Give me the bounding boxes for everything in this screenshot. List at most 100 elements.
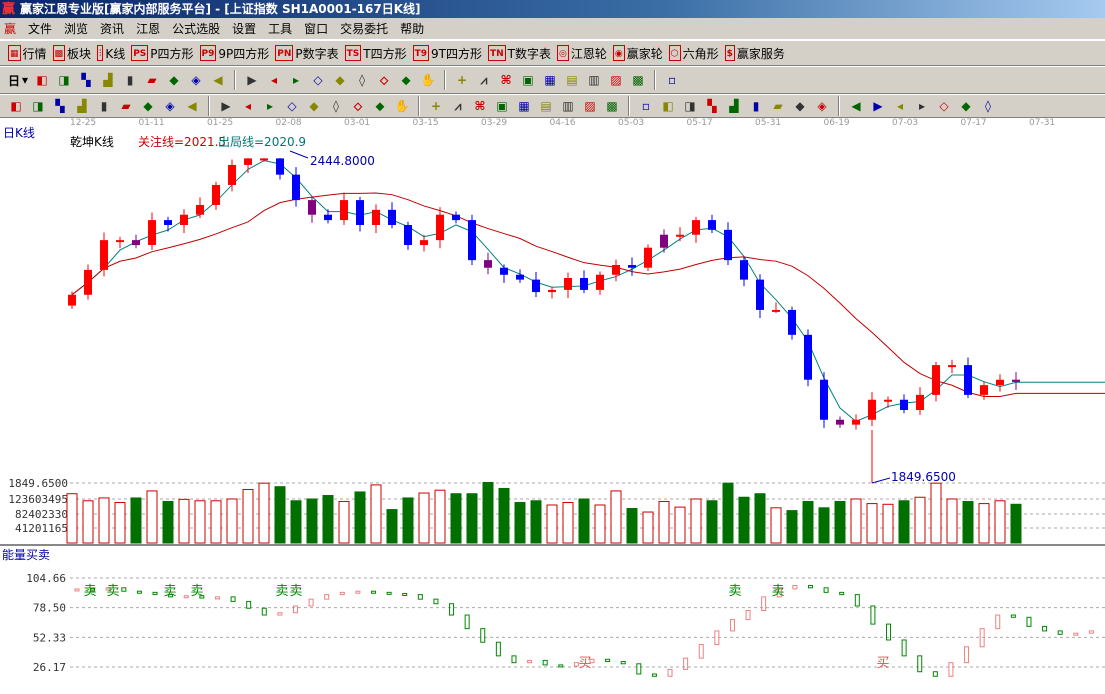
- toolbar-button[interactable]: TN T数字表: [488, 45, 551, 62]
- grid-icon[interactable]: ◨: [32, 99, 44, 113]
- save-icon[interactable]: ▨: [610, 73, 622, 87]
- line-icon[interactable]: ⩘: [480, 73, 488, 87]
- toolbar-button[interactable]: ▩ 板块: [52, 45, 91, 62]
- wave-icon[interactable]: ▥: [562, 99, 574, 113]
- god-icon[interactable]: ⬦: [353, 99, 363, 113]
- table-icon[interactable]: ◧: [662, 99, 674, 113]
- first-icon[interactable]: ◈: [191, 73, 201, 87]
- zoom-right-icon[interactable]: ◇: [313, 73, 323, 87]
- toolbar-button[interactable]: $ 赢家服务: [724, 45, 785, 62]
- menu-item[interactable]: 帮助: [400, 22, 425, 36]
- menu-item[interactable]: 文件: [28, 22, 53, 36]
- pattern-icon[interactable]: ◧: [36, 73, 48, 87]
- angle-lines-icon[interactable]: ▤: [540, 99, 552, 113]
- grid3-icon[interactable]: ▩: [606, 99, 618, 113]
- win-angle-icon[interactable]: ◆: [961, 99, 971, 113]
- box-icon[interactable]: ⩘: [454, 99, 462, 113]
- menu-item[interactable]: 设置: [232, 22, 257, 36]
- j-angle-icon[interactable]: ▶: [873, 99, 883, 113]
- win-icon[interactable]: ⬥: [375, 99, 385, 113]
- date-tick: 04-16: [549, 118, 576, 128]
- toolbar-button[interactable]: ⫶ K线: [97, 45, 125, 62]
- calculator-icon[interactable]: ▤: [566, 73, 578, 87]
- printer-icon[interactable]: ▫: [667, 73, 677, 87]
- fan-lines-icon[interactable]: ⌘: [474, 99, 486, 113]
- candle-type-icon[interactable]: ▮: [126, 73, 134, 87]
- gold-coin-icon[interactable]: ▮: [752, 99, 760, 113]
- period-dropdown[interactable]: 日 ▾: [8, 73, 29, 88]
- channels-icon[interactable]: ▫: [641, 99, 651, 113]
- hand-icon[interactable]: ✋: [420, 73, 436, 87]
- bull-icon[interactable]: ◆: [795, 99, 805, 113]
- parallel-icon[interactable]: ◊: [333, 99, 339, 113]
- calendar-icon[interactable]: ▦: [544, 73, 556, 87]
- gold-levels-icon[interactable]: ▰: [773, 99, 783, 113]
- zoom-left-icon[interactable]: ▸: [293, 73, 300, 87]
- notes-icon[interactable]: ◨: [58, 73, 70, 87]
- fan-icon[interactable]: ▰: [147, 73, 157, 87]
- network-icon[interactable]: ▩: [632, 73, 644, 87]
- toolbar-button[interactable]: PS P四方形: [131, 45, 194, 62]
- f-angle-icon[interactable]: ◂: [896, 99, 904, 113]
- f-icon[interactable]: ▮: [100, 99, 108, 113]
- four-angle-icon[interactable]: ◊: [985, 99, 991, 113]
- layout-icon[interactable]: ▣: [522, 73, 534, 87]
- toolbar-button[interactable]: T9 9T四方形: [412, 45, 482, 62]
- percent-levels-icon[interactable]: ▟: [729, 99, 739, 113]
- percent-line-icon[interactable]: ◨: [684, 99, 696, 113]
- zoom-v-icon[interactable]: ⬥: [401, 73, 411, 87]
- toolbar-button-label: 9P四方形: [218, 46, 270, 61]
- menu-item[interactable]: 公式选股: [172, 22, 221, 36]
- hash-icon[interactable]: ◀: [187, 99, 197, 113]
- menu-item[interactable]: 窗口: [304, 22, 329, 36]
- square-icon[interactable]: ◆: [309, 99, 319, 113]
- toolbar-button[interactable]: PN P数字表: [275, 45, 339, 62]
- flag-icon[interactable]: ◆: [169, 73, 179, 87]
- toolbar-button[interactable]: ⬡ 六角形: [668, 45, 719, 62]
- menu-item[interactable]: 交易委托: [340, 22, 389, 36]
- menu-logo-icon[interactable]: 赢: [4, 22, 17, 36]
- toolbar-button[interactable]: ▦ 行情: [8, 45, 47, 62]
- measure-icon[interactable]: +: [430, 99, 442, 113]
- percent-icon[interactable]: ▚: [707, 99, 717, 113]
- toolbar-button[interactable]: ◉ 赢家轮: [612, 45, 663, 62]
- menu-item[interactable]: 江恩: [136, 22, 161, 36]
- menu-item[interactable]: 工具: [268, 22, 293, 36]
- target-icon[interactable]: ▸: [266, 99, 274, 113]
- ma9-icon[interactable]: ▟: [103, 73, 113, 87]
- menu-item[interactable]: 资讯: [100, 22, 125, 36]
- gold-angle-icon[interactable]: ▸: [918, 99, 926, 113]
- box-fan2-icon[interactable]: ▦: [518, 99, 530, 113]
- quote-table-icon: ▦: [8, 45, 21, 61]
- node-icon[interactable]: ⌘: [500, 73, 512, 87]
- star-icon[interactable]: ◇: [287, 99, 297, 113]
- box-fan-icon[interactable]: ▣: [496, 99, 508, 113]
- n2-icon[interactable]: ▶: [221, 99, 231, 113]
- toolbar-button[interactable]: ◎ 江恩轮: [557, 45, 607, 62]
- circle-icon[interactable]: ◈: [165, 99, 175, 113]
- zoom-h-icon[interactable]: ◆: [335, 73, 345, 87]
- zoom-in-icon[interactable]: ◊: [359, 73, 366, 87]
- spiral-icon[interactable]: ▰: [121, 99, 131, 113]
- ma3-icon[interactable]: ▚: [81, 73, 91, 87]
- next-icon[interactable]: ◂: [271, 73, 278, 87]
- toolbar-button[interactable]: TS T四方形: [344, 45, 407, 62]
- gold2-icon[interactable]: ▟: [77, 99, 87, 113]
- report-icon[interactable]: ▥: [588, 73, 600, 87]
- gold-bar-icon[interactable]: ◀: [851, 99, 861, 113]
- prev-icon[interactable]: ▶: [247, 73, 257, 87]
- crosshair-icon[interactable]: +: [457, 73, 468, 87]
- gold-icon[interactable]: ▚: [55, 99, 65, 113]
- god-angle-icon[interactable]: ◇: [939, 99, 949, 113]
- last-icon[interactable]: ◀: [213, 73, 223, 87]
- menu-item[interactable]: 浏览: [64, 22, 89, 36]
- sine-icon[interactable]: ◈: [817, 99, 827, 113]
- brush-icon[interactable]: ◆: [143, 99, 153, 113]
- ladder-icon[interactable]: ✋: [394, 99, 410, 113]
- grid2-icon[interactable]: ▨: [584, 99, 596, 113]
- angle-icon[interactable]: ◂: [244, 99, 252, 113]
- zoom-out-icon[interactable]: ⬦: [379, 73, 389, 87]
- toolbar-button[interactable]: P9 9P四方形: [199, 45, 270, 62]
- pen-icon[interactable]: ◧: [10, 99, 22, 113]
